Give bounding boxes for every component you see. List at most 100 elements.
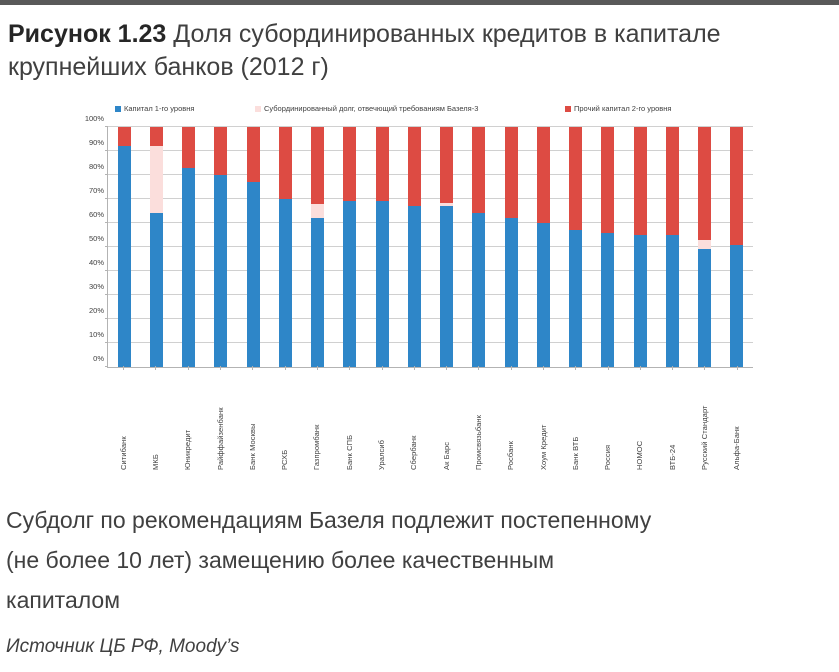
x-tick-mark [252, 366, 254, 370]
stacked-bar[interactable] [149, 127, 163, 367]
bar-segment-2 [407, 127, 421, 207]
x-label-slot: МКБ [139, 366, 171, 470]
x-label-slot: Уралсиб [365, 366, 397, 470]
bar-segment-2 [117, 127, 131, 147]
figure-number: Рисунок 1.23 [8, 20, 167, 48]
x-axis-tick-label: Ситибанк [118, 436, 128, 470]
x-axis-tick-label: Банк Москвы [247, 423, 257, 470]
stacked-bar[interactable] [278, 127, 292, 367]
bar-segment-1 [698, 239, 712, 250]
stacked-bar[interactable] [472, 127, 486, 367]
gridline [108, 294, 753, 295]
source-note: Источник ЦБ РФ, Moody’s [6, 636, 240, 657]
legend-label: Прочий капитал 2-го уровня [574, 104, 672, 113]
bar-slot [398, 127, 430, 367]
stacked-bar[interactable] [698, 127, 712, 367]
body-line-1: Субдолг по рекомендациям Базеля подлежит… [6, 507, 652, 533]
slide-title: Рисунок 1.23 Доля субординированных кред… [8, 18, 768, 84]
x-label-slot: Промсвязьбанк [462, 366, 494, 470]
bar-segment-2 [343, 127, 357, 202]
bar-segment-0 [375, 201, 389, 367]
bar-segment-0 [472, 213, 486, 367]
bar-segment-1 [149, 146, 163, 214]
legend-item-1[interactable]: Субординированный долг, отвечющий требов… [255, 104, 478, 114]
x-axis-tick-label: Уралсиб [377, 439, 387, 470]
stacked-bar[interactable] [504, 127, 518, 367]
bar-segment-0 [536, 223, 550, 367]
bar-segment-2 [311, 127, 325, 204]
x-tick-mark [736, 366, 738, 370]
x-axis-tick-label: Сбербанк [409, 435, 419, 471]
stacked-bar[interactable] [343, 127, 357, 367]
bar-segment-2 [182, 127, 196, 168]
stacked-bar[interactable] [569, 127, 583, 367]
x-tick-mark [349, 366, 351, 370]
bar-segment-2 [730, 127, 744, 245]
stacked-bar[interactable] [601, 127, 615, 367]
bar-segment-2 [375, 127, 389, 202]
y-axis-tick-label: 70% [88, 186, 104, 195]
bar-slot [205, 127, 237, 367]
y-axis-tick-label: 100% [84, 114, 104, 123]
x-tick-mark [284, 366, 286, 370]
bar-segment-0 [665, 235, 679, 367]
figure-caption: Доля субординированных кредитов в капита… [8, 20, 721, 81]
stacked-bar[interactable] [407, 127, 421, 367]
body-line-2: (не более 10 лет) замещению более качест… [6, 547, 555, 573]
body-text: Субдолг по рекомендациям Базеля подлежит… [6, 500, 806, 620]
bar-segment-0 [117, 146, 131, 367]
stacked-bar[interactable] [665, 127, 679, 367]
legend-label: Субординированный долг, отвечющий требов… [264, 104, 479, 113]
bar-segment-0 [246, 182, 260, 367]
gridline [108, 222, 753, 223]
x-axis-tick-label: Банк ВТБ [570, 436, 580, 470]
y-tick-mark [105, 198, 108, 199]
chart-legend: Капитал 1-го уровня Субординированный дол… [75, 104, 765, 118]
stacked-bar[interactable] [246, 127, 260, 367]
x-tick-mark [220, 366, 222, 370]
gridline [108, 342, 753, 343]
stacked-bar[interactable] [311, 127, 325, 367]
bar-slot [689, 127, 721, 367]
stacked-bar[interactable] [536, 127, 550, 367]
x-label-slot: ВТБ-24 [656, 366, 688, 470]
y-tick-mark [105, 366, 108, 367]
bar-slot [173, 127, 205, 367]
y-tick-mark [105, 294, 108, 295]
x-label-slot: Газпромбанк [301, 366, 333, 470]
stacked-bar[interactable] [633, 127, 647, 367]
bar-slot [495, 127, 527, 367]
stacked-bar[interactable] [730, 127, 744, 367]
stacked-bar[interactable] [182, 127, 196, 367]
stacked-bar[interactable] [117, 127, 131, 367]
legend-label: Капитал 1-го уровня [124, 104, 195, 113]
y-tick-mark [105, 222, 108, 223]
x-tick-mark [446, 366, 448, 370]
legend-swatch-icon [255, 106, 261, 112]
x-label-slot: Банк ВТБ [559, 366, 591, 470]
stacked-bar[interactable] [375, 127, 389, 367]
bar-segment-2 [149, 127, 163, 147]
bar-slot [624, 127, 656, 367]
y-tick-mark [105, 318, 108, 319]
bar-segment-0 [569, 230, 583, 367]
x-axis-tick-label: НОМОС [635, 440, 645, 470]
bar-segment-0 [149, 213, 163, 367]
stacked-bar[interactable] [440, 127, 454, 367]
y-axis-tick-label: 90% [88, 138, 104, 147]
x-tick-mark [607, 366, 609, 370]
bar-segment-1 [311, 203, 325, 219]
x-label-slot: Банк Москвы [236, 366, 268, 470]
legend-item-2[interactable]: Прочий капитал 2-го уровня [565, 104, 671, 114]
x-axis-tick-label: Альфа-Банк [732, 426, 742, 470]
legend-item-0[interactable]: Капитал 1-го уровня [115, 104, 194, 114]
x-label-slot: Сбербанк [398, 366, 430, 471]
x-axis-tick-label: Банк СПБ [344, 434, 354, 470]
x-tick-mark [543, 366, 544, 370]
x-axis-tick-label: Газпромбанк [312, 424, 322, 470]
x-tick-mark [575, 366, 577, 370]
gridline [108, 198, 753, 199]
bar-slot [592, 127, 624, 367]
stacked-bar[interactable] [214, 127, 228, 367]
chart-x-axis-labels: Ситибанк МКБ Юникредит Райффайзенбанк Банк М… [107, 366, 753, 471]
